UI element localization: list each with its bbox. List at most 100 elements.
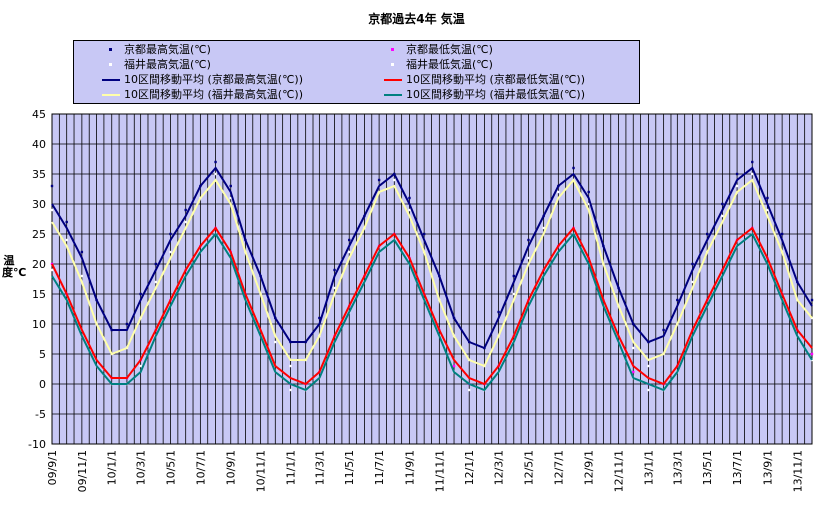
data-point: [735, 172, 739, 176]
data-point: [512, 292, 515, 296]
data-point: [766, 208, 769, 212]
data-point: [50, 268, 54, 272]
legend-swatch: [384, 73, 402, 87]
legend-label: 京都最低気温(℃): [406, 43, 493, 56]
x-tick-label: 11/1/1: [284, 450, 297, 485]
x-tick-label: 11/5/1: [343, 450, 356, 485]
data-point: [80, 274, 84, 278]
legend-entry: 福井最高気温(℃): [102, 58, 211, 72]
legend-entry: 10区間移動平均 (京都最高気温(℃)): [102, 73, 303, 87]
y-tick-label: 0: [39, 378, 46, 391]
data-point: [766, 196, 769, 200]
x-tick-label: 13/11/1: [791, 450, 804, 492]
legend-swatch: [102, 73, 120, 87]
data-point: [572, 166, 575, 170]
legend-entry: 福井最低気温(℃): [384, 58, 493, 72]
x-tick-label: 13/1/1: [642, 450, 655, 485]
series-line: [51, 178, 813, 368]
y-tick-label: 30: [32, 198, 46, 211]
x-tick-label: 12/5/1: [522, 450, 535, 485]
legend-label: 10区間移動平均 (京都最低気温(℃)): [406, 73, 586, 86]
x-tick-label: 13/9/1: [761, 450, 774, 485]
legend-label: 10区間移動平均 (京都最高気温(℃)): [124, 73, 304, 86]
data-point: [422, 232, 426, 236]
data-point: [50, 208, 54, 212]
legend-label: 福井最高気温(℃): [124, 58, 211, 71]
legend-swatch: [384, 43, 402, 57]
data-point: [527, 238, 530, 242]
legend-label: 10区間移動平均 (福井最高気温(℃)): [124, 88, 304, 101]
legend-swatch: [102, 43, 120, 57]
y-tick-label: 20: [32, 258, 46, 271]
x-tick-label: 12/7/1: [552, 450, 565, 485]
legend-swatch: [102, 88, 120, 102]
y-tick-label: 25: [32, 228, 46, 241]
x-tick-label: 11/9/1: [403, 450, 416, 485]
x-tick-label: 11/3/1: [313, 450, 326, 485]
series-line: [51, 166, 813, 350]
legend-label: 福井最低気温(℃): [406, 58, 493, 71]
data-point: [50, 184, 54, 188]
data-point: [214, 172, 217, 176]
data-point: [184, 220, 187, 224]
x-tick-label: 12/9/1: [583, 450, 596, 485]
data-point: [139, 292, 142, 296]
data-point: [348, 238, 351, 242]
x-tick-label: 10/9/1: [225, 450, 238, 485]
chart-title: 京都過去4年 気温: [368, 12, 465, 26]
data-point: [393, 178, 396, 182]
y-tick-label: -5: [35, 408, 46, 421]
data-point: [587, 202, 590, 206]
data-point: [408, 196, 411, 200]
data-point: [333, 268, 336, 272]
data-point: [214, 160, 217, 164]
legend-entry: 京都最低気温(℃): [384, 43, 493, 57]
x-tick-label: 10/1/1: [106, 450, 119, 485]
data-point: [65, 220, 68, 224]
x-tick-label: 12/3/1: [493, 450, 506, 485]
data-point: [735, 184, 739, 188]
data-point: [542, 226, 545, 230]
x-tick-label: 11/7/1: [373, 450, 386, 485]
data-point: [751, 160, 754, 164]
legend-label: 京都最高気温(℃): [124, 43, 211, 56]
y-tick-label: 10: [32, 318, 46, 331]
data-point: [468, 388, 471, 392]
y-tick-label: 45: [32, 108, 46, 121]
data-point: [721, 202, 724, 206]
data-point: [229, 196, 232, 200]
data-point: [557, 190, 560, 194]
data-point: [647, 364, 650, 368]
data-point: [169, 232, 172, 236]
data-point: [80, 250, 84, 254]
data-point: [780, 232, 784, 236]
legend-entry: 10区間移動平均 (福井最高気温(℃)): [102, 88, 303, 102]
data-point: [676, 298, 679, 302]
legend-swatch: [384, 58, 402, 72]
y-tick-label: 35: [32, 168, 46, 181]
legend-swatch: [102, 58, 120, 72]
data-point: [229, 184, 232, 188]
data-point: [721, 214, 724, 218]
data-point: [691, 262, 694, 266]
data-point: [154, 262, 158, 266]
y-tick-label: -10: [28, 438, 46, 451]
data-point: [169, 250, 172, 254]
x-tick-label: 12/1/1: [463, 450, 476, 485]
data-point: [810, 352, 814, 356]
legend-swatch: [384, 88, 402, 102]
data-point: [810, 298, 814, 302]
data-point: [512, 274, 515, 278]
data-point: [408, 208, 411, 212]
legend-entry: 10区間移動平均 (福井最低気温(℃)): [384, 88, 585, 102]
data-point: [289, 388, 292, 392]
data-point: [497, 310, 500, 314]
x-tick-label: 10/7/1: [194, 450, 207, 485]
x-tick-label: 13/7/1: [731, 450, 744, 485]
data-point: [377, 178, 381, 182]
data-point: [632, 346, 635, 350]
x-tick-label: 13/5/1: [701, 450, 714, 485]
data-point: [647, 388, 650, 392]
x-tick-label: 11/11/1: [433, 450, 446, 492]
